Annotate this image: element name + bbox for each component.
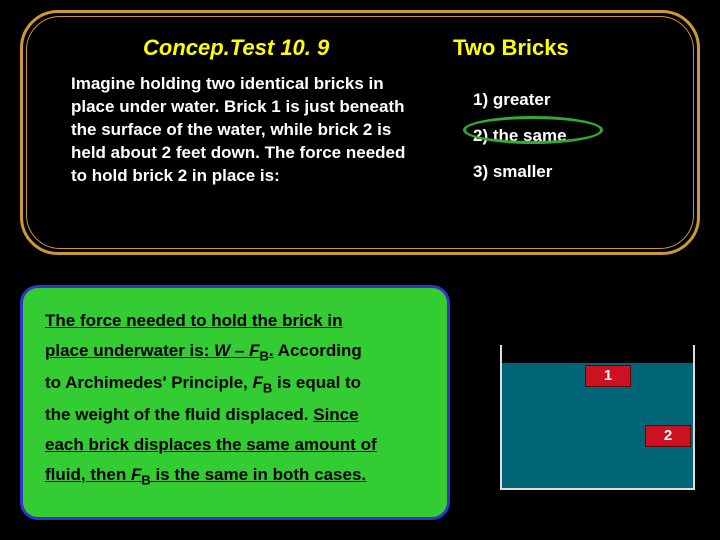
option-1-label: 1) greater: [473, 90, 550, 109]
answer-line6-f: F: [131, 465, 141, 484]
answer-formula-b: B: [259, 348, 268, 363]
answer-formula-w: W: [214, 341, 230, 360]
answer-panel: The force needed to hold the brick in pl…: [20, 285, 450, 520]
question-text: Imagine holding two identical bricks in …: [71, 73, 421, 188]
brick-2: 2: [645, 425, 691, 447]
answer-line2-tail: According: [274, 341, 362, 360]
answer-line6-b: B: [141, 472, 150, 487]
answer-line1: The force needed to hold the brick in: [45, 311, 343, 330]
answer-line2-pre: place underwater is:: [45, 341, 214, 360]
tank-wall-right: [693, 345, 695, 490]
answer-line4: the weight of the fluid displaced.: [45, 405, 313, 424]
answer-line4-u: Since: [313, 405, 358, 424]
answer-line3-b: B: [263, 380, 272, 395]
correct-answer-highlight: [463, 116, 603, 144]
tank-wall-bottom: [500, 488, 695, 490]
title-left: Concep.Test 10. 9: [143, 35, 329, 61]
option-1: 1) greater: [473, 83, 567, 117]
answer-line6-pre: fluid, then: [45, 465, 131, 484]
option-2: 2) the same: [473, 119, 567, 153]
title-right: Two Bricks: [453, 35, 569, 61]
answer-line3-f: F: [252, 373, 262, 392]
tank-wall-left: [500, 345, 502, 490]
option-3-label: 3) smaller: [473, 162, 552, 181]
answer-line5: each brick displaces the same amount of: [45, 435, 377, 454]
brick-1: 1: [585, 365, 631, 387]
answer-line3-pre: to Archimedes' Principle,: [45, 373, 252, 392]
answer-formula-f: F: [249, 341, 259, 360]
options-list: 1) greater 2) the same 3) smaller: [473, 83, 567, 191]
water-tank-diagram: 1 2: [500, 345, 695, 490]
answer-line3-post: is equal to: [272, 373, 361, 392]
question-panel: Concep.Test 10. 9 Two Bricks Imagine hol…: [20, 10, 700, 255]
option-3: 3) smaller: [473, 155, 567, 189]
answer-line6-post: is the same in both cases.: [151, 465, 366, 484]
answer-text: The force needed to hold the brick in pl…: [45, 306, 425, 492]
answer-formula-minus: –: [230, 341, 249, 360]
